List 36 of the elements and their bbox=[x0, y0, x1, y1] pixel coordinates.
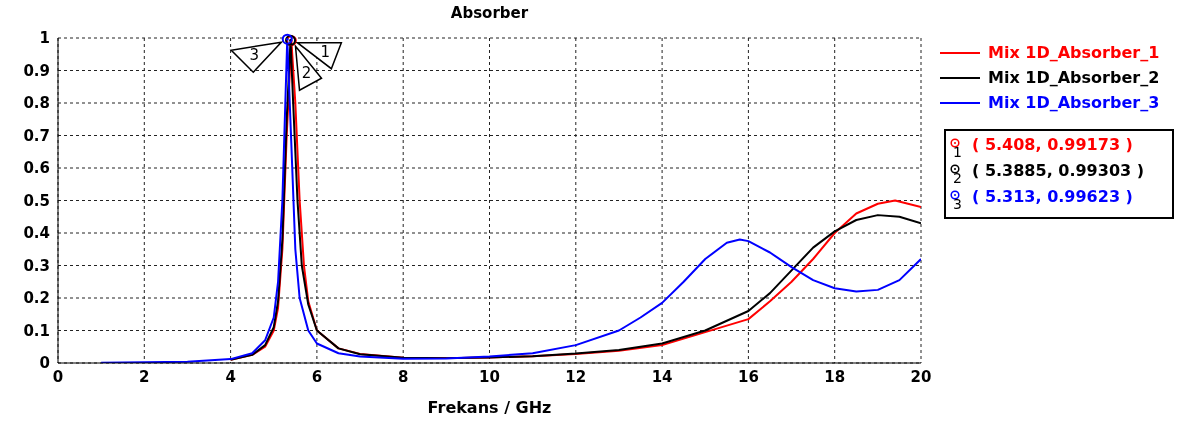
y-tick-label: 1 bbox=[39, 29, 50, 48]
text: 3 bbox=[953, 196, 962, 212]
y-tick-label: 0.4 bbox=[23, 224, 50, 243]
text: 2 bbox=[953, 170, 962, 186]
text: ( 5.313, 0.99623 ) bbox=[972, 187, 1133, 206]
annotation: 1 bbox=[320, 43, 331, 62]
x-tick-label: 4 bbox=[225, 367, 236, 386]
y-tick-label: 0.8 bbox=[23, 94, 50, 113]
x-tick-label: 10 bbox=[479, 367, 500, 386]
y-tick-label: 0 bbox=[39, 354, 50, 373]
x-tick-label: 2 bbox=[139, 367, 150, 386]
y-tick-label: 0.1 bbox=[23, 321, 50, 340]
text: 1 bbox=[953, 144, 962, 160]
legend-label: Mix 1D_Absorber_1 bbox=[988, 43, 1160, 62]
legend-label: Mix 1D_Absorber_3 bbox=[988, 93, 1160, 112]
x-tick-label: 18 bbox=[824, 367, 846, 386]
annotation: 2 bbox=[301, 63, 312, 82]
x-tick-label: 8 bbox=[397, 367, 409, 386]
y-tick-label: 0.3 bbox=[23, 256, 50, 275]
x-tick-label: 0 bbox=[52, 367, 64, 386]
y-tick-label: 0.9 bbox=[23, 61, 50, 80]
annotation: 3 bbox=[249, 45, 260, 64]
x-tick-label: 14 bbox=[651, 367, 673, 386]
x-tick-label: 20 bbox=[910, 367, 932, 386]
text: ( 5.408, 0.99173 ) bbox=[972, 135, 1133, 154]
x-axis-title: Frekans / GHz bbox=[426, 398, 553, 417]
x-tick-label: 6 bbox=[311, 367, 323, 386]
x-tick-label: 12 bbox=[565, 367, 587, 386]
text: ( 5.3885, 0.99303 ) bbox=[972, 161, 1145, 180]
chart-title: Absorber bbox=[449, 4, 530, 22]
x-tick-label: 16 bbox=[737, 367, 759, 386]
y-tick-label: 0.6 bbox=[23, 159, 50, 178]
y-tick-label: 0.2 bbox=[23, 289, 50, 308]
y-tick-label: 0.7 bbox=[23, 126, 50, 145]
legend-label: Mix 1D_Absorber_2 bbox=[988, 68, 1160, 87]
y-tick-label: 0.5 bbox=[23, 191, 50, 210]
